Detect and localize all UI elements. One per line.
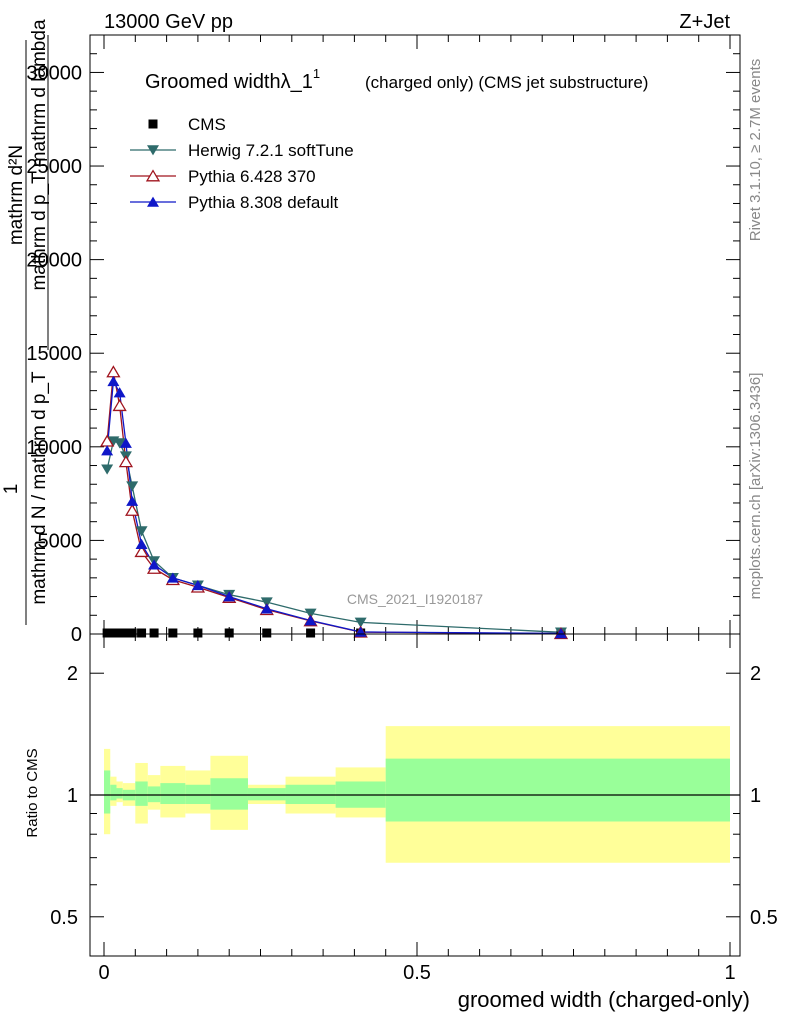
y-axis-label: 1 mathrm d²N mathrm d p_T mathrm d lambd…: [1, 19, 50, 625]
process-label: Z+Jet: [679, 11, 730, 33]
data-point-pythia-8-308-default: [126, 495, 139, 506]
main-y-tick-label: 0: [71, 624, 82, 646]
y-label-one: 1: [1, 484, 22, 495]
legend-marker-cms: [148, 119, 158, 129]
ratio-inner-band: [210, 778, 248, 810]
legend-label-pythia-8-308-default: Pythia 8.308 default: [188, 193, 339, 212]
x-tick-label: 1: [724, 962, 735, 984]
data-point-cms: [224, 628, 234, 638]
legend-marker-pythia-6-428-370: [145, 169, 161, 182]
legend-marker-pythia-8-308-default: [147, 196, 159, 207]
main-panel: 0 5000 10000 15000 20000 25000 30000 Groomed w…: [1, 19, 741, 646]
data-point-herwig-7-2-1-softtune: [126, 481, 139, 492]
data-point-cms: [262, 628, 272, 638]
data-point-pythia-8-308-default: [260, 603, 273, 614]
legend-label-pythia-6-428-370: Pythia 6.428 370: [188, 167, 316, 186]
ratio-inner-band: [104, 770, 111, 814]
x-axis-label: groomed width (charged-only): [458, 987, 750, 1012]
data-point-cms: [149, 628, 159, 638]
data-point-cms: [127, 628, 137, 638]
energy-label: 13000 GeV pp: [104, 11, 233, 33]
ratio-y-tick-label-right: 1: [750, 785, 761, 807]
ratio-inner-band: [110, 784, 117, 801]
data-point-cms: [137, 628, 147, 638]
x-tick-label: 0.5: [403, 962, 431, 984]
data-point-pythia-8-308-default: [166, 572, 179, 583]
data-point-pythia-6-428-370: [112, 398, 127, 412]
ratio-y-tick-label-right: 0.5: [750, 907, 778, 929]
data-point-pythia-8-308-default: [101, 445, 114, 456]
ratio-inner-band: [116, 788, 123, 799]
legend-label-herwig-7-2-1-softtune: Herwig 7.2.1 softTune: [188, 141, 354, 160]
ratio-y-tick-label: 2: [67, 663, 78, 685]
data-point-cms: [193, 628, 203, 638]
data-point-pythia-8-308-default: [135, 538, 148, 549]
y-label-numerator: mathrm d²N: [6, 145, 27, 245]
chart-subtitle: (charged only) (CMS jet substructure): [365, 73, 648, 92]
data-point-cms: [102, 628, 112, 638]
legend-marker-herwig-7-2-1-softtune: [147, 145, 159, 156]
ratio-y-tick-label: 0.5: [50, 907, 78, 929]
ratio-y-tick-label-right: 2: [750, 663, 761, 685]
data-point-herwig-7-2-1-softtune: [135, 526, 148, 537]
data-point-pythia-8-308-default: [191, 579, 204, 591]
ratio-inner-band: [285, 784, 336, 805]
ratio-inner-band: [135, 781, 148, 806]
main-y-tick-label: 25000: [26, 156, 82, 178]
data-point-cms: [121, 628, 131, 638]
ratio-y-tick-label: 1: [67, 785, 78, 807]
mcplots-credit-label: mcplots.cern.ch [arXiv:1306.3436]: [747, 373, 764, 600]
legend: CMS Herwig 7.2.1 softTune Pythia 6.428 370…: [130, 115, 354, 212]
ratio-inner-band: [185, 784, 211, 805]
data-point-pythia-8-308-default: [119, 437, 132, 448]
data-point-cms: [306, 628, 316, 638]
main-y-tick-label: 5000: [38, 530, 83, 552]
main-y-tick-label: 20000: [26, 250, 82, 272]
data-point-herwig-7-2-1-softtune: [101, 464, 114, 475]
data-point-pythia-8-308-default: [304, 615, 317, 626]
main-y-tick-label: 30000: [26, 62, 82, 84]
data-point-pythia-8-308-default: [148, 559, 161, 570]
x-tick-label: 0: [98, 962, 109, 984]
data-point-pythia-8-308-default: [107, 375, 120, 387]
ratio-inner-band: [160, 783, 186, 805]
data-point-cms: [168, 628, 178, 638]
data-point-cms: [108, 628, 118, 638]
y-label-denominator-top: mathrm d p_T mathrm d lambda: [29, 19, 50, 290]
main-plot-frame: [89, 34, 741, 635]
rivet-version-label: Rivet 3.1.10, ≥ 2.7M events: [747, 59, 764, 242]
data-point-pythia-6-428-370: [118, 455, 134, 468]
data-point-herwig-7-2-1-softtune: [304, 608, 317, 619]
main-y-tick-label: 10000: [26, 437, 82, 459]
main-y-tick-label: 15000: [26, 343, 82, 365]
ratio-inner-band: [147, 786, 161, 803]
ratio-inner-band: [385, 758, 730, 822]
data-point-herwig-7-2-1-softtune: [260, 597, 273, 608]
data-point-pythia-8-308-default: [113, 387, 126, 398]
chart-title: Groomed widthλ_11: [145, 66, 320, 93]
data-point-pythia-6-428-370: [134, 544, 149, 558]
y-label-denominator-bottom: mathrm d N / mathrm d p_T: [29, 371, 50, 605]
data-point-pythia-8-308-default: [554, 628, 567, 639]
ratio-panel: 0.5 0.5 1 1 2 2 0 0.5 1 Ratio to CMS groomed wi…: [24, 633, 778, 1012]
ratio-inner-band: [247, 788, 286, 801]
data-point-cms: [115, 628, 125, 638]
legend-label-cms: CMS: [188, 115, 226, 134]
data-point-pythia-8-308-default: [223, 591, 236, 602]
analysis-watermark: CMS_2021_I1920187: [347, 591, 483, 607]
data-point-herwig-7-2-1-softtune: [113, 438, 126, 449]
ratio-y-label: Ratio to CMS: [24, 748, 41, 837]
data-point-pythia-6-428-370: [125, 503, 140, 516]
data-point-herwig-7-2-1-softtune: [354, 617, 367, 628]
